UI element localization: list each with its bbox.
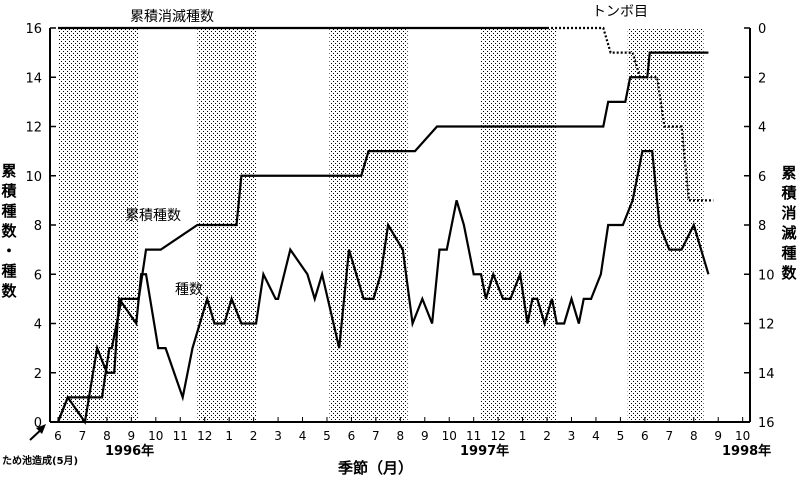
month-tick-label: 12 [491,429,506,443]
month-tick-label: 8 [103,429,111,443]
left-tick-label: 0 [34,416,42,431]
y-left-title-char: 数 [1,222,17,240]
month-tick-label: 2 [543,429,551,443]
month-tick-label: 3 [568,429,576,443]
right-tick-label: 10 [758,268,775,283]
month-tick-label: 8 [397,429,405,443]
month-tick-label: 7 [372,429,380,443]
y-right-title-char: 累 [781,164,796,182]
label-species: 種数 [175,282,203,298]
month-tick-label: 5 [617,429,625,443]
y-right-title-char: 消 [781,204,796,222]
right-tick-label: 12 [758,318,775,333]
year-1996: 1996年 [105,443,154,459]
y-right-title-char: 種 [781,244,796,262]
y-left-title-char: 積 [0,182,17,200]
month-tick-label: 9 [421,429,429,443]
series-lines [56,26,714,425]
left-tick-label: 2 [34,367,42,382]
y-left-title-char: 数 [1,282,17,300]
right-tick-label: 14 [758,367,775,382]
left-tick-label: 4 [34,318,42,333]
month-tick-label: 6 [641,429,649,443]
y-right-title-char: 滅 [781,224,796,242]
shaded-span-4 [627,28,704,422]
month-tick-label: 4 [299,429,307,443]
series-line-1 [56,150,710,425]
month-tick-label: 9 [714,429,722,443]
y-left-title-char: ・ [1,242,16,260]
month-tick-label: 10 [148,429,163,443]
series-line-3 [547,26,714,202]
month-tick-label: 1 [225,429,233,443]
month-tick-label: 1 [519,429,527,443]
x-axis-title: 季節（月） [338,459,413,477]
month-tick-label: 10 [735,429,750,443]
y-right-title-char: 数 [781,264,797,282]
shaded-span-0 [58,28,139,422]
month-tick-label: 3 [274,429,282,443]
month-tick-label: 7 [79,429,87,443]
month-tick-label: 7 [665,429,673,443]
month-tick-label: 6 [54,429,62,443]
month-tick-label: 5 [323,429,331,443]
y-left-title-char: 種 [1,262,16,280]
shaded-seasons [58,28,704,422]
label-cumulative-species: 累積種数 [125,208,181,224]
month-tick-label: 11 [173,429,188,443]
shaded-span-3 [481,28,557,422]
series-line-0 [56,51,709,423]
y-left-title-char: 累 [1,162,16,180]
left-tick-label: 8 [34,219,42,234]
right-tick-label: 4 [758,121,766,136]
left-tick-label: 16 [25,22,42,37]
month-tick-label: 9 [128,429,136,443]
right-tick-label: 6 [758,170,766,185]
month-tick-label: 12 [197,429,212,443]
left-tick-label: 12 [25,121,42,136]
month-tick-label: 8 [690,429,698,443]
month-tick-label: 11 [466,429,481,443]
left-tick-label: 14 [25,71,42,86]
label-cumulative-extinct: 累積消滅種数 [130,9,214,25]
y-axis-title-left: 累積種数・種数 [0,162,17,300]
right-tick-label: 16 [758,416,775,431]
shaded-span-2 [329,28,408,422]
label-odonata: トンボ目 [592,4,648,20]
y-right-title-char: 積 [780,184,797,202]
y-left-title-char: 種 [1,202,16,220]
left-tick-label: 6 [34,268,42,283]
month-tick-label: 10 [442,429,457,443]
right-tick-label: 0 [758,22,766,37]
left-tick-label: 10 [25,170,42,185]
pond-construction-note: ため池造成(5月) [2,454,78,467]
month-tick-label: 6 [348,429,356,443]
month-tick-label: 2 [250,429,258,443]
year-1997: 1997年 [460,443,509,459]
year-1998: 1998年 [722,443,771,459]
right-tick-label: 2 [758,71,766,86]
month-tick-label: 4 [592,429,600,443]
note-arrow-head [36,424,46,434]
y-axis-title-right: 累積消滅種数 [780,164,797,282]
right-tick-label: 8 [758,219,766,234]
